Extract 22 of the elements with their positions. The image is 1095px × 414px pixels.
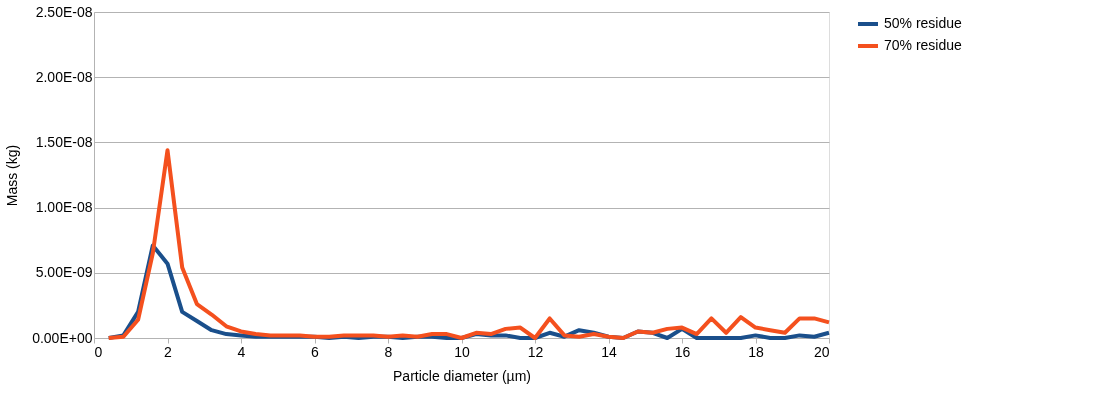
y-tick-label: 2.50E-08 — [35, 3, 93, 20]
y-axis-title: Mass (kg) — [4, 144, 21, 207]
x-tick-label: 18 — [748, 343, 764, 360]
x-tick-label: 2 — [164, 343, 173, 360]
x-tick-label: 16 — [674, 343, 691, 360]
y-tick-label: 1.00E-08 — [35, 199, 93, 216]
x-tick-label: 4 — [237, 343, 246, 360]
x-tick-label: 8 — [384, 343, 393, 360]
x-tick-label: 12 — [527, 343, 544, 360]
line-series — [106, 148, 831, 340]
y-tick-label: 5.00E-09 — [35, 264, 93, 281]
legend-label: 50% residue — [884, 15, 963, 31]
x-tick-label: 0 — [94, 343, 103, 360]
y-tick-label: 0.00E+00 — [32, 329, 93, 346]
legend-label: 70% residue — [884, 37, 963, 53]
x-tick-label: 20 — [813, 343, 830, 360]
x-axis-title: Particle diameter (µm) — [393, 367, 531, 384]
x-tick-label: 6 — [311, 343, 320, 360]
y-tick-label: 2.00E-08 — [35, 68, 93, 85]
x-tick-label: 14 — [601, 343, 617, 360]
x-tick-label: 10 — [454, 343, 470, 360]
y-tick-label: 1.50E-08 — [35, 133, 93, 150]
